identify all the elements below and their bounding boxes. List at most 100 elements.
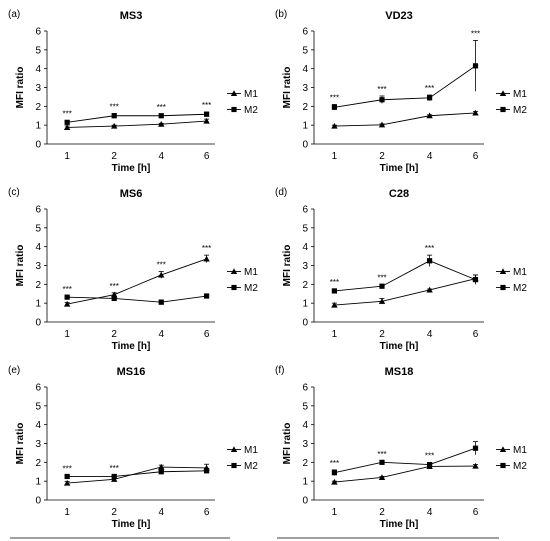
y-axis-label: MFI ratio	[15, 67, 26, 109]
data-point	[158, 121, 165, 127]
series-line	[334, 65, 476, 108]
x-tick-label: 4	[427, 151, 433, 162]
x-tick-label: 1	[332, 151, 338, 162]
y-tick-label: 5	[35, 45, 41, 56]
y-tick-label: 2	[302, 102, 308, 113]
x-axis-label: Time [h]	[380, 163, 419, 174]
series-m2	[64, 468, 210, 480]
data-point	[64, 119, 70, 125]
legend-entry-m2: M2	[496, 283, 527, 294]
data-point	[111, 113, 117, 119]
data-point	[204, 293, 210, 299]
data-point	[111, 295, 117, 302]
x-tick-label: 6	[473, 507, 479, 518]
significance-marker: ***	[62, 465, 71, 474]
significance-marker: ***	[425, 452, 434, 461]
significance-marker: ***	[202, 244, 211, 253]
data-point	[63, 300, 71, 307]
x-tick-label: 2	[379, 329, 385, 340]
y-tick-label: 0	[35, 140, 41, 151]
y-tick-label: 6	[302, 383, 308, 394]
x-tick-label: 2	[111, 151, 117, 162]
y-tick-label: 6	[35, 27, 41, 38]
y-tick-label: 1	[35, 477, 41, 488]
y-tick-label: 2	[35, 280, 41, 291]
y-tick-label: 3	[35, 261, 41, 272]
y-tick-label: 0	[302, 496, 308, 507]
data-point	[203, 117, 210, 124]
data-point	[472, 63, 479, 69]
series-line	[334, 447, 476, 474]
y-tick-label: 6	[35, 383, 41, 394]
data-point	[331, 301, 338, 308]
data-point	[379, 459, 385, 465]
y-tick-label: 5	[35, 223, 41, 234]
legend-entry-m1: M1	[496, 89, 527, 100]
legend-entry-m2: M2	[496, 461, 527, 472]
data-point	[472, 109, 479, 116]
y-tick-label: 4	[35, 242, 41, 253]
series-m1	[63, 463, 210, 486]
data-point	[204, 111, 210, 117]
significance-marker: ***	[330, 278, 339, 287]
x-tick-label: 6	[204, 507, 210, 518]
legend-marker	[231, 284, 237, 291]
significance-marker: ***	[157, 103, 166, 112]
legend-marker	[230, 90, 238, 97]
series-m1	[63, 117, 210, 130]
chart-panel-2: (b) VD23 0 1 2 3 4 5 6 1 2 4 6 Time [h] MFI ratio *** **…	[275, 9, 527, 174]
legend-marker	[500, 462, 506, 469]
y-tick-label: 4	[35, 64, 41, 75]
data-point	[427, 95, 433, 101]
y-tick-label: 6	[35, 205, 41, 216]
legend-marker	[231, 106, 237, 113]
legend-label: M2	[244, 461, 258, 472]
legend-entry-m2: M2	[227, 283, 258, 294]
chart-title: MS16	[117, 366, 146, 378]
data-point	[158, 271, 165, 278]
y-tick-label: 6	[302, 205, 308, 216]
y-tick-label: 1	[302, 121, 308, 132]
legend-label: M1	[244, 445, 258, 456]
legend-label: M1	[513, 267, 527, 278]
data-point	[472, 462, 479, 469]
data-point	[64, 294, 70, 300]
y-tick-label: 0	[302, 318, 308, 329]
data-point	[158, 469, 164, 475]
significance-marker: ***	[330, 459, 339, 468]
y-tick-label: 2	[35, 458, 41, 469]
x-tick-label: 1	[64, 329, 70, 340]
series-line	[67, 113, 207, 123]
x-tick-label: 4	[158, 151, 164, 162]
significance-marker: ***	[377, 85, 386, 94]
x-tick-label: 1	[332, 329, 338, 340]
series-line	[67, 470, 207, 477]
data-point	[331, 478, 338, 485]
y-tick-label: 5	[302, 401, 308, 412]
y-tick-label: 2	[302, 280, 308, 291]
series-m1	[331, 274, 479, 308]
y-tick-label: 5	[35, 401, 41, 412]
data-point	[378, 121, 386, 128]
data-point	[158, 113, 164, 119]
data-point	[379, 97, 385, 103]
legend-label: M2	[244, 283, 258, 294]
data-point	[158, 299, 164, 305]
data-point	[378, 474, 386, 480]
y-tick-label: 3	[302, 439, 308, 450]
y-tick-label: 5	[302, 45, 308, 56]
chart-title: MS6	[120, 188, 143, 200]
significance-marker: ***	[377, 450, 386, 459]
x-tick-label: 1	[64, 507, 70, 518]
x-tick-label: 1	[64, 151, 70, 162]
series-m2	[64, 111, 210, 125]
y-tick-label: 4	[302, 242, 308, 253]
panel-letter: (f)	[275, 365, 284, 376]
significance-marker: ***	[110, 282, 119, 291]
legend-entry-m1: M1	[227, 445, 258, 456]
data-point	[111, 122, 118, 129]
legend-label: M2	[244, 105, 258, 116]
y-tick-label: 0	[35, 318, 41, 329]
data-point	[158, 463, 165, 470]
legend-marker	[499, 446, 507, 453]
